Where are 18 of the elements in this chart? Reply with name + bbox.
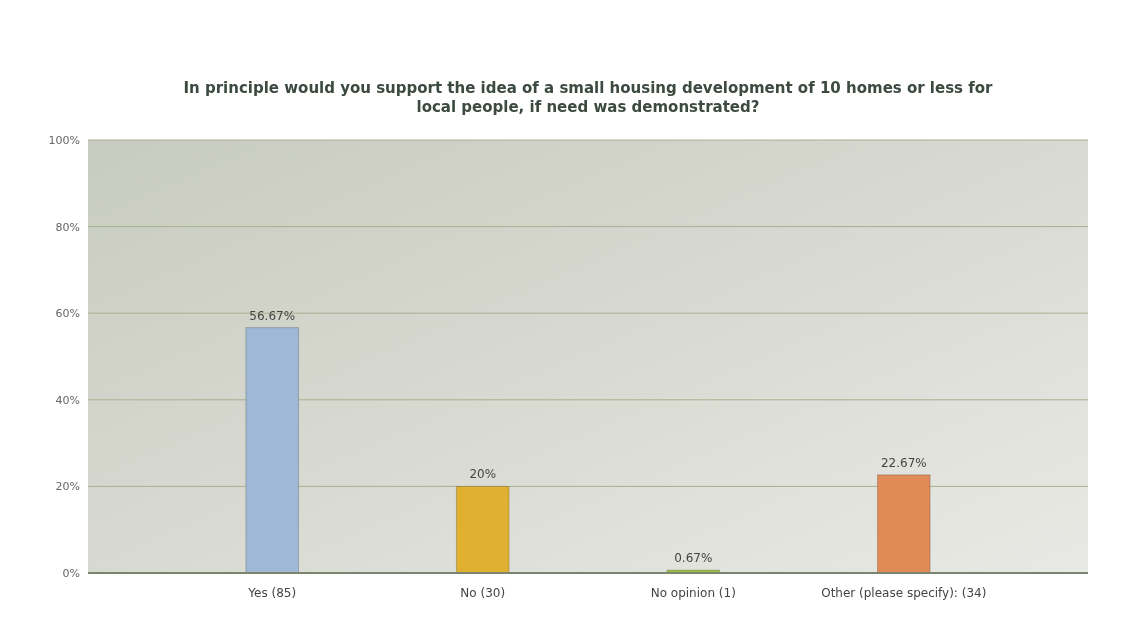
x-tick-label: Yes (85) — [247, 586, 297, 600]
y-tick-label: 20% — [55, 480, 80, 494]
y-tick-label: 60% — [55, 307, 80, 321]
y-tick-label: 40% — [55, 393, 80, 407]
bar — [876, 474, 931, 574]
x-tick-label: No opinion (1) — [650, 586, 736, 600]
bar — [455, 485, 510, 574]
y-tick-label: 0% — [62, 567, 80, 580]
data-label: 0.67% — [674, 551, 713, 566]
y-tick-label: 100% — [48, 134, 80, 147]
chart-title: In principle would you support the idea of a small housing development of 10 homes or less for local people, if need was demonstrated? — [183, 79, 994, 116]
x-tick-label: Other (please specify): (34) — [821, 586, 987, 600]
bar — [245, 327, 300, 574]
data-label: 56.67% — [249, 308, 296, 323]
data-label: 20% — [469, 467, 497, 482]
y-tick-label: 80% — [55, 220, 80, 234]
data-label: 22.67% — [880, 455, 927, 470]
x-tick-label: No (30) — [460, 586, 506, 600]
